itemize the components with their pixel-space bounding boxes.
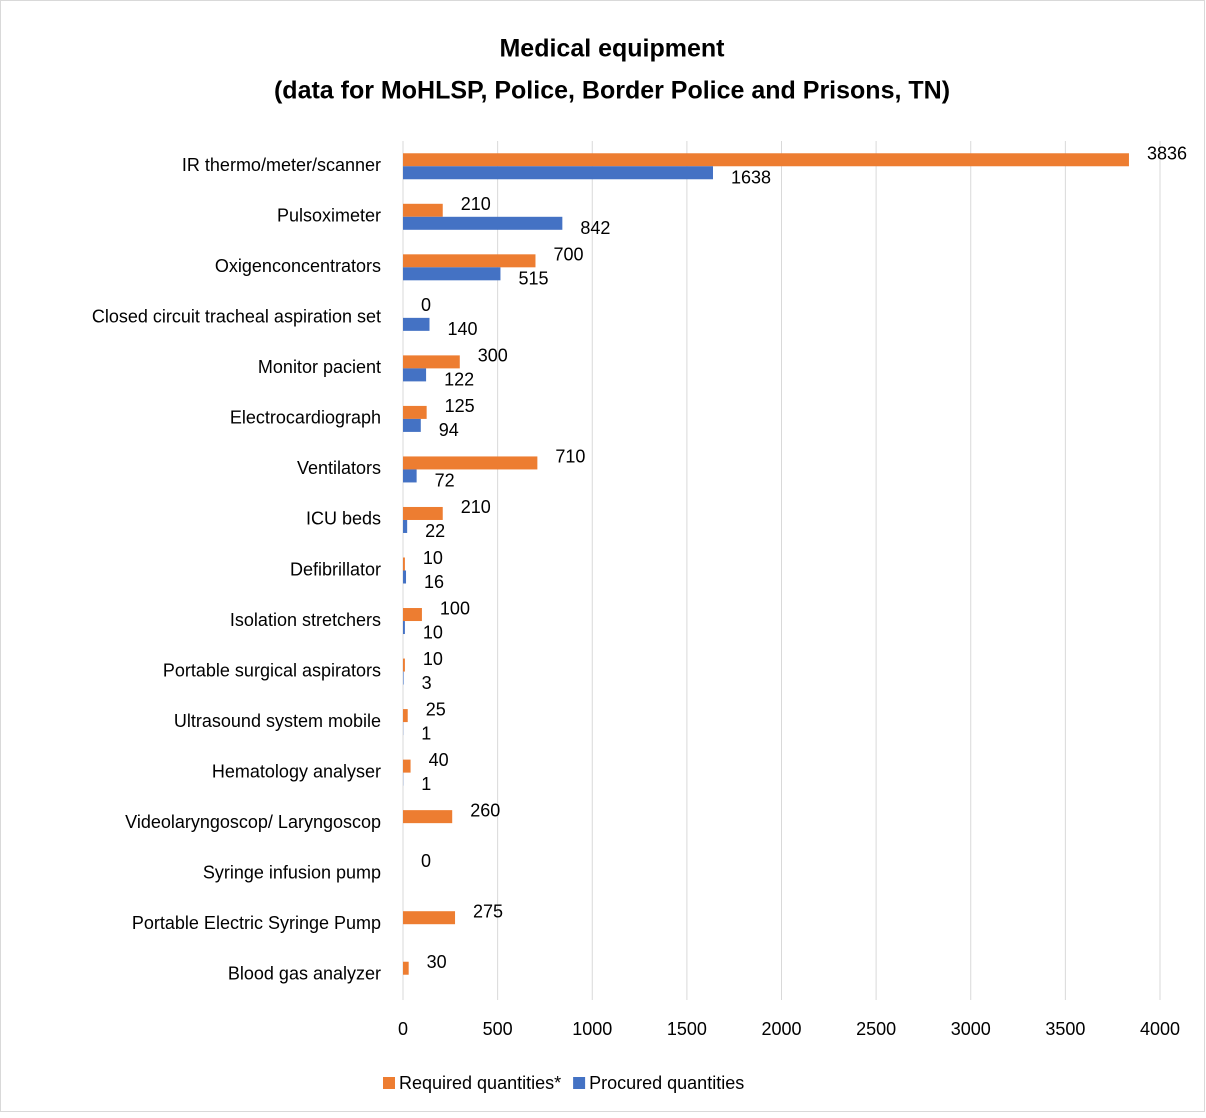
data-label: 140 [447,319,477,339]
bar [403,962,409,975]
y-tick-label: Closed circuit tracheal aspiration set [92,307,381,327]
data-label: 275 [473,901,503,921]
data-label: 3 [422,673,432,693]
data-label: 10 [423,548,443,568]
y-tick-label: IR thermo/meter/scanner [182,155,381,175]
legend-swatch [383,1077,395,1089]
bar [403,254,535,267]
data-label: 515 [518,269,548,289]
y-tick-label: Monitor pacient [258,357,381,377]
chart-subtitle: (data for MoHLSP, Police, Border Police … [274,77,950,105]
x-tick-label: 4000 [1140,1019,1180,1039]
legend-label: Required quantities* [399,1073,561,1093]
bar [403,558,405,571]
data-label: 122 [444,370,474,390]
y-tick-label: ICU beds [306,509,381,529]
bar [403,520,407,533]
data-label: 100 [440,598,470,618]
data-label: 710 [555,447,585,467]
bar [403,406,427,419]
bar [403,318,429,331]
x-tick-label: 1500 [667,1019,707,1039]
bar [403,355,460,368]
bar [403,166,713,179]
x-tick-label: 3500 [1045,1019,1085,1039]
y-tick-label: Isolation stretchers [230,610,381,630]
data-label: 300 [478,346,508,366]
data-label: 260 [470,800,500,820]
data-label: 3836 [1147,144,1187,164]
y-tick-label: Ultrasound system mobile [174,711,381,731]
bar [403,571,406,584]
x-tick-label: 2000 [761,1019,801,1039]
data-label: 30 [427,952,447,972]
data-label: 1638 [731,168,771,188]
data-label: 72 [435,471,455,491]
x-tick-label: 2500 [856,1019,896,1039]
data-label: 700 [553,245,583,265]
bar [403,911,455,924]
bar [403,456,537,469]
data-label: 1 [421,774,431,794]
x-tick-label: 0 [398,1019,408,1039]
data-label: 40 [429,750,449,770]
data-label: 1 [421,723,431,743]
bar [403,709,408,722]
y-tick-label: Syringe infusion pump [203,862,381,882]
data-label: 0 [421,851,431,871]
bar [403,608,422,621]
bar [403,507,443,520]
y-tick-label: Oxigenconcentrators [215,256,381,276]
y-tick-label: Hematology analyser [212,761,381,781]
bar [403,810,452,823]
data-label: 10 [423,622,443,642]
y-tick-label: Videolaryngoscop/ Laryngoscop [125,812,381,832]
y-tick-label: Blood gas analyzer [228,963,381,983]
y-tick-label: Portable surgical aspirators [163,660,381,680]
bar [403,659,405,672]
bar [403,204,443,217]
bar [403,469,417,482]
bar [403,760,411,773]
bar [403,419,421,432]
data-label: 210 [461,497,491,517]
data-label: 210 [461,194,491,214]
data-label: 94 [439,420,459,440]
legend-swatch [573,1077,585,1089]
bar [403,267,500,280]
y-tick-label: Electrocardiograph [230,408,381,428]
y-tick-label: Ventilators [297,458,381,478]
bar [403,368,426,381]
data-label: 25 [426,699,446,719]
bar [403,217,562,230]
data-label: 842 [580,218,610,238]
data-label: 16 [424,572,444,592]
bar [403,621,405,634]
y-tick-label: Pulsoximeter [277,206,381,226]
bar [403,153,1129,166]
data-label: 10 [423,649,443,669]
legend-label: Procured quantities [589,1073,744,1093]
x-tick-label: 3000 [951,1019,991,1039]
bar [403,672,404,685]
y-tick-label: Portable Electric Syringe Pump [132,913,381,933]
data-label: 22 [425,521,445,541]
y-tick-label: Defibrillator [290,559,381,579]
data-label: 125 [445,396,475,416]
chart-title: Medical equipment [499,35,725,63]
x-tick-label: 500 [483,1019,513,1039]
data-label: 0 [421,295,431,315]
x-tick-label: 1000 [572,1019,612,1039]
